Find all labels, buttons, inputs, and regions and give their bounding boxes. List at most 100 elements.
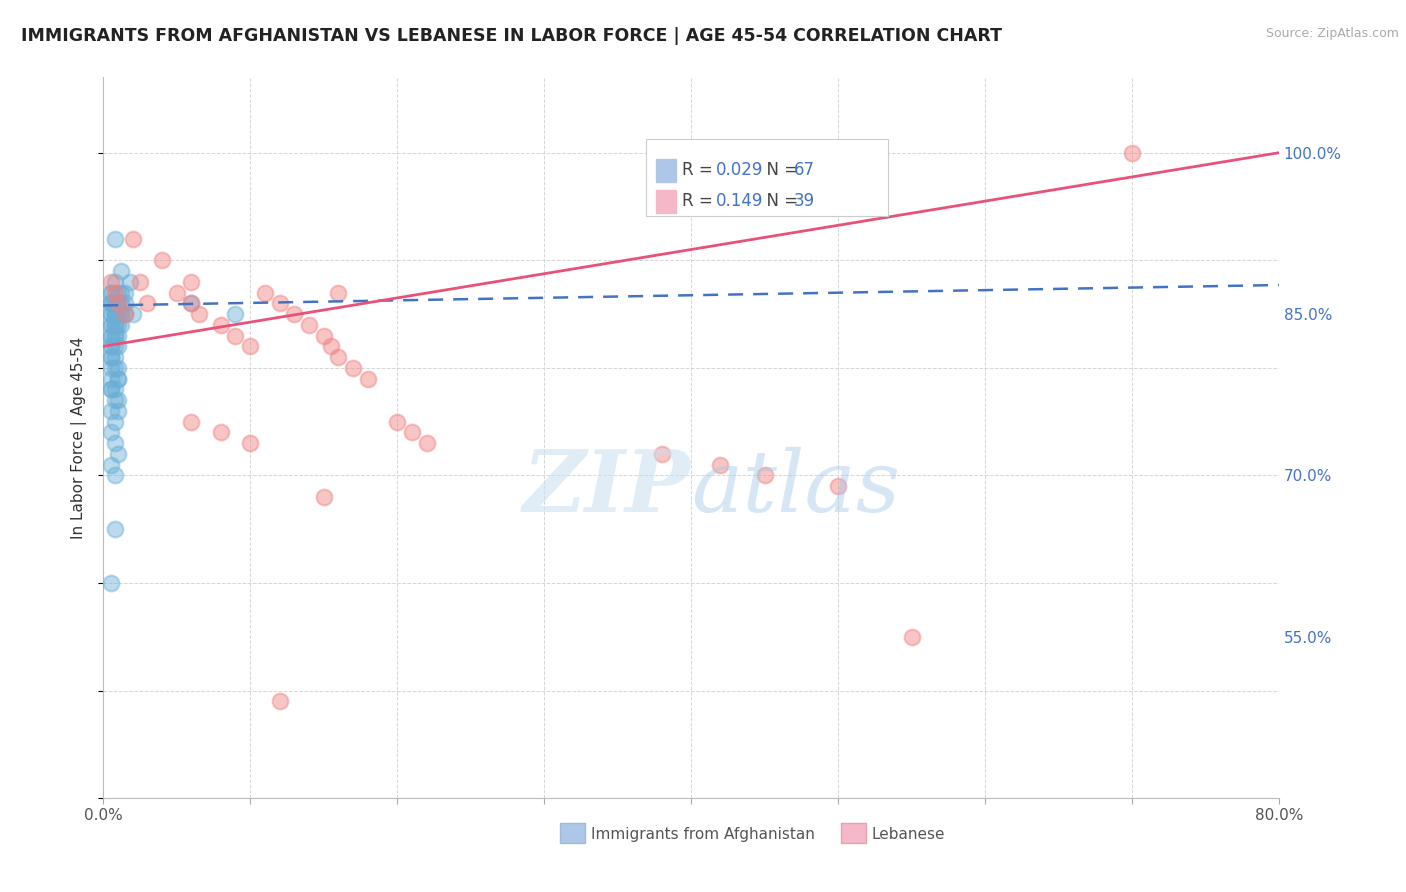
Point	[385, 415, 408, 429]
Point	[107, 371, 129, 385]
Point	[104, 318, 127, 332]
Point	[107, 447, 129, 461]
Point	[187, 307, 209, 321]
Point	[104, 360, 127, 375]
Text: R =: R =	[682, 161, 718, 179]
Text: 39: 39	[793, 193, 814, 211]
Point	[100, 296, 122, 310]
Text: Lebanese: Lebanese	[872, 827, 945, 841]
Point	[224, 307, 246, 321]
Text: atlas: atlas	[692, 447, 900, 530]
Text: 0.029: 0.029	[716, 161, 763, 179]
Point	[107, 285, 129, 300]
Point	[110, 285, 132, 300]
Point	[269, 296, 291, 310]
Point	[709, 458, 731, 472]
Point	[107, 328, 129, 343]
Point	[100, 458, 122, 472]
Point	[253, 285, 276, 300]
Point	[110, 264, 132, 278]
Point	[107, 296, 129, 310]
Point	[166, 285, 188, 300]
Point	[107, 360, 129, 375]
Y-axis label: In Labor Force | Age 45-54: In Labor Force | Age 45-54	[72, 336, 87, 539]
Point	[100, 382, 122, 396]
Point	[121, 307, 143, 321]
Text: 67: 67	[793, 161, 814, 179]
Point	[100, 275, 122, 289]
Point	[110, 307, 132, 321]
Point	[100, 285, 122, 300]
Text: R =: R =	[682, 193, 718, 211]
Text: ZIP: ZIP	[523, 446, 692, 530]
Point	[107, 296, 129, 310]
Point	[239, 339, 262, 353]
Point	[100, 339, 122, 353]
Point	[104, 318, 127, 332]
Point	[100, 350, 122, 364]
Text: 0.149: 0.149	[716, 193, 763, 211]
Point	[209, 318, 232, 332]
Point	[104, 275, 127, 289]
Point	[209, 425, 232, 440]
Point	[100, 296, 122, 310]
Point	[100, 307, 122, 321]
Text: N =: N =	[755, 193, 803, 211]
Point	[104, 382, 127, 396]
Point	[104, 232, 127, 246]
Point	[1121, 145, 1143, 160]
Point	[104, 522, 127, 536]
Point	[114, 285, 136, 300]
Point	[100, 307, 122, 321]
Point	[180, 275, 202, 289]
Point	[100, 425, 122, 440]
Point	[224, 328, 246, 343]
Point	[104, 339, 127, 353]
Point	[104, 468, 127, 483]
Point	[107, 339, 129, 353]
Point	[107, 318, 129, 332]
Point	[104, 328, 127, 343]
Point	[180, 296, 202, 310]
Point	[180, 415, 202, 429]
Point	[100, 318, 122, 332]
Point	[150, 253, 173, 268]
Point	[100, 404, 122, 418]
Point	[754, 468, 776, 483]
Point	[342, 360, 364, 375]
Point	[328, 350, 350, 364]
Point	[328, 285, 350, 300]
Point	[100, 339, 122, 353]
Point	[100, 328, 122, 343]
Point	[100, 576, 122, 591]
Point	[100, 371, 122, 385]
Point	[357, 371, 380, 385]
Point	[100, 285, 122, 300]
Text: N =: N =	[755, 161, 803, 179]
Point	[900, 630, 922, 644]
Point	[104, 307, 127, 321]
Point	[100, 296, 122, 310]
Point	[100, 328, 122, 343]
Point	[114, 307, 136, 321]
Point	[401, 425, 423, 440]
Point	[415, 436, 437, 450]
Point	[104, 296, 127, 310]
Text: Immigrants from Afghanistan: Immigrants from Afghanistan	[591, 827, 814, 841]
Point	[180, 296, 202, 310]
Point	[104, 393, 127, 408]
Point	[107, 404, 129, 418]
Point	[104, 350, 127, 364]
Point	[114, 296, 136, 310]
Point	[104, 436, 127, 450]
Point	[110, 296, 132, 310]
Point	[298, 318, 321, 332]
Point	[312, 490, 335, 504]
Text: Source: ZipAtlas.com: Source: ZipAtlas.com	[1265, 27, 1399, 40]
Point	[269, 694, 291, 708]
Point	[129, 275, 152, 289]
Point	[104, 307, 127, 321]
Point	[100, 350, 122, 364]
Point	[100, 318, 122, 332]
Point	[651, 447, 673, 461]
